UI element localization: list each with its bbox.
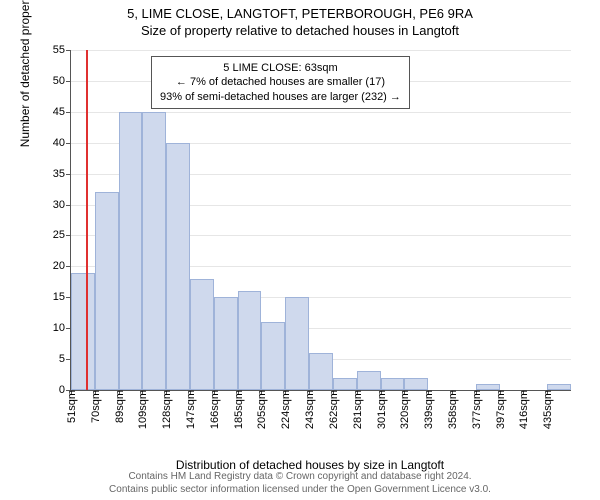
histogram-bar: [119, 112, 143, 390]
histogram-bar: [357, 371, 381, 390]
gridline-h: [71, 50, 571, 51]
xtick-label: 51sqm: [64, 390, 78, 423]
xtick-label: 166sqm: [207, 390, 221, 429]
xtick-label: 205sqm: [254, 390, 268, 429]
ytick-label: 30: [53, 199, 71, 211]
xtick-label: 435sqm: [540, 390, 554, 429]
ytick-label: 45: [53, 106, 71, 118]
xtick-label: 281sqm: [350, 390, 364, 429]
histogram-bar: [214, 297, 238, 390]
histogram-bar: [190, 279, 214, 390]
xtick-label: 416sqm: [516, 390, 530, 429]
footer-line-2: Contains public sector information licen…: [0, 483, 600, 496]
histogram-bar: [142, 112, 166, 390]
ytick-label: 35: [53, 168, 71, 180]
xtick-label: 262sqm: [326, 390, 340, 429]
xtick-label: 377sqm: [469, 390, 483, 429]
reference-line: [86, 50, 88, 390]
xtick-label: 320sqm: [397, 390, 411, 429]
annotation-line-2: ← 7% of detached houses are smaller (17): [160, 75, 401, 89]
histogram-bar: [71, 273, 95, 390]
xtick-label: 147sqm: [183, 390, 197, 429]
histogram-bar: [95, 192, 119, 390]
xtick-label: 70sqm: [88, 390, 102, 423]
histogram-bar: [381, 378, 405, 390]
histogram-bar: [285, 297, 309, 390]
annotation-line-3: 93% of semi-detached houses are larger (…: [160, 90, 401, 104]
xtick-label: 89sqm: [112, 390, 126, 423]
ytick-label: 25: [53, 229, 71, 241]
xtick-label: 185sqm: [231, 390, 245, 429]
ytick-label: 50: [53, 75, 71, 87]
ytick-label: 55: [53, 44, 71, 56]
xtick-label: 109sqm: [135, 390, 149, 429]
chart-area: Number of detached properties 0510152025…: [50, 50, 570, 410]
xtick-label: 339sqm: [421, 390, 435, 429]
title-sub: Size of property relative to detached ho…: [0, 23, 600, 38]
xtick-label: 128sqm: [159, 390, 173, 429]
histogram-bar: [166, 143, 190, 390]
histogram-bar: [309, 353, 333, 390]
ytick-label: 40: [53, 137, 71, 149]
attribution-footer: Contains HM Land Registry data © Crown c…: [0, 470, 600, 496]
y-axis-label: Number of detached properties: [18, 0, 32, 147]
histogram-bar: [404, 378, 428, 390]
xtick-label: 301sqm: [374, 390, 388, 429]
annotation-box: 5 LIME CLOSE: 63sqm ← 7% of detached hou…: [151, 56, 410, 109]
title-main: 5, LIME CLOSE, LANGTOFT, PETERBOROUGH, P…: [0, 6, 600, 21]
ytick-label: 5: [59, 353, 71, 365]
ytick-label: 20: [53, 260, 71, 272]
histogram-bar: [238, 291, 262, 390]
xtick-label: 243sqm: [302, 390, 316, 429]
xtick-label: 224sqm: [278, 390, 292, 429]
plot-region: 051015202530354045505551sqm70sqm89sqm109…: [70, 50, 571, 391]
histogram-bar: [261, 322, 285, 390]
annotation-line-1: 5 LIME CLOSE: 63sqm: [160, 61, 401, 75]
ytick-label: 15: [53, 291, 71, 303]
xtick-label: 358sqm: [445, 390, 459, 429]
footer-line-1: Contains HM Land Registry data © Crown c…: [0, 470, 600, 483]
ytick-label: 10: [53, 322, 71, 334]
histogram-bar: [333, 378, 357, 390]
xtick-label: 397sqm: [493, 390, 507, 429]
